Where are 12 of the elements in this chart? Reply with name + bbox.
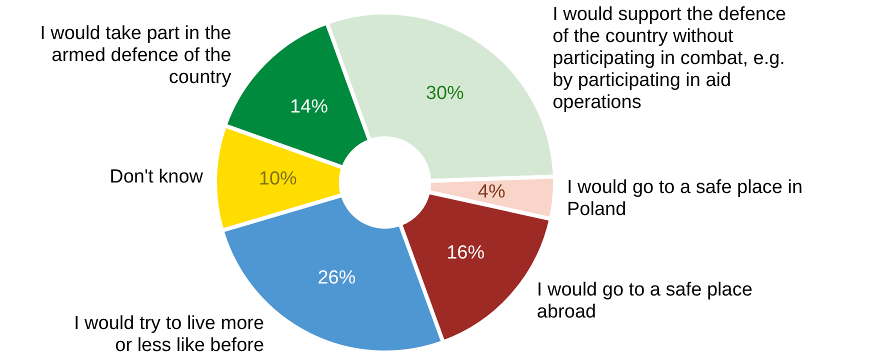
data-label: 14% — [290, 96, 328, 118]
slice-label: I would try to live more or less like before — [74, 313, 264, 356]
slice-label: Don't know — [110, 166, 204, 188]
data-label: 30% — [426, 82, 464, 104]
slice-label: I would support the defence of the country without participating in combat, e.g. by participating in aid operations — [552, 4, 786, 114]
slice-label: I would go to a safe place abroad — [536, 279, 752, 322]
slice-label: I would take part in the armed defence of the country — [40, 22, 232, 88]
data-label: 10% — [258, 168, 298, 190]
data-label: 26% — [318, 267, 356, 288]
data-label: 16% — [446, 242, 485, 264]
data-label: 4% — [478, 181, 506, 202]
slice-label: I would go to a safe place in Poland — [567, 177, 803, 220]
